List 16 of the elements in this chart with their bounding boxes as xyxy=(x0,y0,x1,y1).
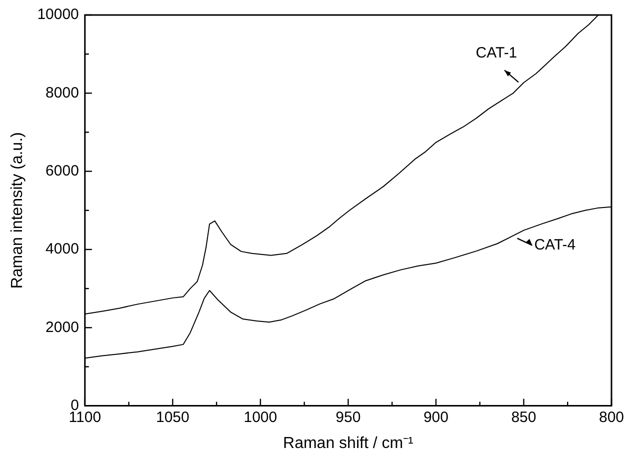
x-tick-label: 950 xyxy=(336,408,361,426)
x-tick-label: 800 xyxy=(598,408,624,426)
annotation: CAT-1 xyxy=(476,44,518,62)
x-tick-label: 850 xyxy=(511,408,536,426)
x-tick-label: 900 xyxy=(423,408,448,426)
y-axis-title: Raman intensity (a.u.) xyxy=(9,132,26,289)
x-axis-title: Raman shift / cm⁻¹ xyxy=(283,434,414,452)
y-tick-label: 8000 xyxy=(46,84,79,102)
y-tick-label: 6000 xyxy=(46,162,79,180)
x-tick-label: 1050 xyxy=(156,408,190,426)
y-tick-label: 10000 xyxy=(37,6,79,24)
y-tick-label: 2000 xyxy=(46,318,79,336)
x-tick-label: 1000 xyxy=(244,408,278,426)
y-tick-label: 4000 xyxy=(46,240,79,258)
annotation: CAT-4 xyxy=(534,236,576,254)
x-tick-label: 1100 xyxy=(68,408,102,426)
